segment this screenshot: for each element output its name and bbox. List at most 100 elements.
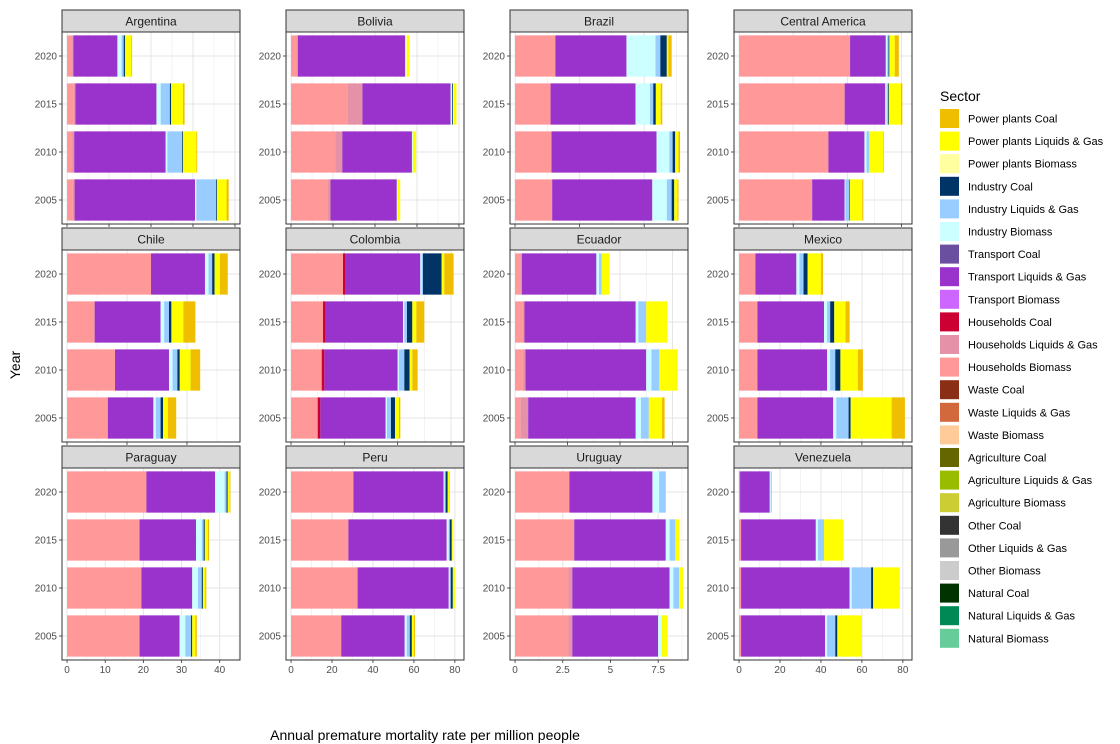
bar-segment-uruguay-2020-industry-biomass (652, 471, 660, 513)
y-tick-label-venezuela-2010: 2010 (707, 584, 730, 595)
y-tick-label-venezuela-2015: 2015 (707, 536, 730, 547)
panel-border-uruguay (509, 467, 689, 661)
legend-label-households-biomass: Households Biomass (968, 362, 1072, 374)
bar-segment-mexico-2015-transport-liquids-and-gas (757, 301, 825, 343)
x-tick-label-uruguay: 5 (608, 665, 614, 676)
x-tick-label-paraguay: 20 (138, 665, 150, 676)
bar-segment-colombia-2010-households-coal (321, 349, 325, 391)
bar-segment-paraguay-2005-power-plants-liquids-and-gas (192, 615, 196, 657)
bar-segment-argentina-2015-industry-coal (169, 83, 172, 125)
bar-segment-brazil-2005-households-biomass (515, 179, 553, 221)
bar-segment-ecuador-2010-transport-liquids-and-gas (525, 349, 647, 391)
bar-segment-argentina-2005-industry-coal (216, 179, 217, 221)
bar-segment-uruguay-2010-industry-liquids-and-gas (673, 567, 680, 609)
bar-segment-central-america-2020-transport-liquids-and-gas (850, 35, 886, 77)
bar-segment-mexico-2010-industry-coal (835, 349, 841, 391)
bar-segment-argentina-2020-households-liquids-and-gas (72, 35, 74, 77)
bar-segment-argentina-2020-power-plants-coal (131, 35, 133, 77)
bar-segment-mexico-2015-industry-biomass (824, 301, 828, 343)
bar-segment-peru-2010-industry-biomass (448, 567, 450, 609)
bar-segment-colombia-2020-transport-liquids-and-gas (345, 253, 421, 295)
facet-ecuador: Ecuador20202015201020050102030 (483, 227, 689, 458)
bar-segment-brazil-2015-power-plants-liquids-and-gas (655, 83, 661, 125)
bar-segment-argentina-2010-industry-liquids-and-gas (167, 131, 183, 173)
bar-segment-bolivia-2020-households-biomass (291, 35, 298, 77)
bar-segment-bolivia-2010-households-biomass (291, 131, 336, 173)
bar-segment-ecuador-2005-transport-liquids-and-gas (528, 397, 636, 439)
bar-segment-bolivia-2015-industry-biomass (450, 83, 453, 125)
bar-segment-central-america-2010-power-plants-coal (883, 131, 884, 173)
legend-label-transport-coal: Transport Coal (968, 249, 1040, 261)
bar-segment-central-america-2005-households-biomass (739, 179, 813, 221)
panel-border-mexico (733, 249, 913, 443)
legend-title: Sector (940, 88, 981, 104)
bar-segment-uruguay-2015-industry-liquids-and-gas (669, 519, 676, 561)
bar-segment-venezuela-2010-households-biomass (739, 567, 742, 609)
x-tick-label-uruguay: 7.5 (651, 665, 665, 676)
bar-segment-colombia-2010-households-biomass (291, 349, 322, 391)
bar-segment-colombia-2015-households-coal (323, 301, 326, 343)
bar-segment-ecuador-2005-power-plants-liquids-and-gas (648, 397, 662, 439)
strip-label-venezuela: Venezuela (795, 451, 851, 465)
bar-segment-colombia-2005-power-plants-liquids-and-gas (394, 397, 399, 439)
bar-segment-argentina-2010-industry-biomass (165, 131, 168, 173)
bar-segment-venezuela-2010-industry-biomass (849, 567, 852, 609)
bar-segment-chile-2005-industry-liquids-and-gas (155, 397, 161, 439)
facet-chile: Chile2020201520102005050100 (35, 227, 241, 458)
strip-label-paraguay: Paraguay (125, 451, 176, 465)
panel-border-peru (285, 467, 465, 661)
legend-swatch-waste-coal (940, 380, 959, 400)
bar-segment-chile-2005-power-plants-liquids-and-gas (162, 397, 168, 439)
bar-segment-bolivia-2005-transport-liquids-and-gas (330, 179, 397, 221)
bar-segment-mexico-2015-power-plants-liquids-and-gas (834, 301, 846, 343)
bar-segment-paraguay-2020-power-plants-coal (229, 471, 231, 513)
bar-segment-ecuador-2020-households-liquids-and-gas (520, 253, 522, 295)
bar-segment-central-america-2015-industry-liquids-and-gas (886, 83, 889, 125)
bar-segment-ecuador-2015-industry-liquids-and-gas (638, 301, 647, 343)
facet-colombia: Colombia20202015201020050204060 (259, 227, 465, 458)
bar-segment-colombia-2020-power-plants-liquids-and-gas (441, 253, 445, 295)
panel-border-central-america (733, 31, 913, 225)
bar-segment-brazil-2010-transport-liquids-and-gas (551, 131, 657, 173)
bar-segment-uruguay-2010-households-liquids-and-gas (568, 567, 573, 609)
bar-segment-venezuela-2015-industry-biomass (815, 519, 818, 561)
y-tick-label-paraguay-2015: 2015 (35, 536, 58, 547)
bar-segment-ecuador-2010-power-plants-liquids-and-gas (659, 349, 678, 391)
bar-segment-argentina-2010-households-liquids-and-gas (72, 131, 75, 173)
y-tick-label-brazil-2005: 2005 (483, 196, 506, 207)
bar-segment-ecuador-2010-households-liquids-and-gas (522, 349, 526, 391)
legend-label-transport-liquids-and-gas: Transport Liquids & Gas (968, 272, 1087, 284)
x-tick-label-uruguay: 0 (512, 665, 518, 676)
legend-swatch-waste-biomass (940, 425, 959, 445)
y-tick-label-chile-2015: 2015 (35, 318, 58, 329)
y-tick-label-brazil-2020: 2020 (483, 52, 506, 63)
bar-segment-mexico-2005-industry-biomass (833, 397, 837, 439)
bar-segment-mexico-2020-power-plants-liquids-and-gas (807, 253, 821, 295)
bar-segment-central-america-2020-industry-coal (888, 35, 890, 77)
bar-segment-venezuela-2005-industry-coal (835, 615, 838, 657)
bar-segment-chile-2020-industry-liquids-and-gas (208, 253, 213, 295)
y-tick-label-venezuela-2020: 2020 (707, 488, 730, 499)
bar-segment-peru-2015-transport-liquids-and-gas (348, 519, 447, 561)
bar-segment-ecuador-2005-households-liquids-and-gas (520, 397, 529, 439)
x-tick-label-venezuela: 80 (897, 665, 909, 676)
bar-segment-mexico-2015-households-biomass (739, 301, 758, 343)
bar-segment-ecuador-2020-transport-liquids-and-gas (521, 253, 597, 295)
bar-segment-colombia-2005-power-plants-coal (398, 397, 401, 439)
bar-segment-central-america-2010-households-biomass (739, 131, 829, 173)
bar-segment-brazil-2010-industry-coal (672, 131, 676, 173)
legend-swatch-other-coal (940, 515, 959, 535)
legend-swatch-power-plants-biomass (940, 154, 959, 174)
y-tick-label-paraguay-2005: 2005 (35, 632, 58, 643)
y-tick-label-bolivia-2010: 2010 (259, 148, 282, 159)
bar-segment-bolivia-2020-industry-biomass (405, 35, 407, 77)
bar-segment-uruguay-2015-industry-biomass (665, 519, 670, 561)
bar-segment-bolivia-2015-households-liquids-and-gas (347, 83, 363, 125)
bar-segment-argentina-2010-power-plants-coal (196, 131, 198, 173)
bar-segment-peru-2015-households-biomass (291, 519, 349, 561)
legend-label-agriculture-biomass: Agriculture Biomass (968, 498, 1066, 510)
y-tick-label-argentina-2005: 2005 (35, 196, 58, 207)
y-tick-label-uruguay-2010: 2010 (483, 584, 506, 595)
bar-segment-colombia-2020-industry-coal (422, 253, 442, 295)
bar-segment-central-america-2005-transport-liquids-and-gas (812, 179, 845, 221)
